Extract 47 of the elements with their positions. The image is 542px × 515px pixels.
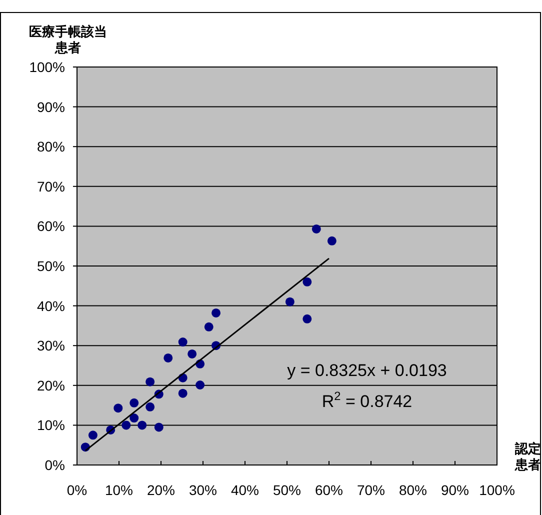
y-tick-label: 90% [36,98,65,115]
x-tick-label: 10% [104,482,134,498]
point [285,297,294,306]
y-tick-label: 80% [36,138,65,155]
x-tick-label: 70% [356,482,386,498]
point [146,377,155,386]
x-tick-label: 50% [272,482,302,498]
point [130,398,139,408]
point [327,236,336,246]
x-tick-label: 80% [398,482,428,498]
point [196,380,205,390]
point [146,402,155,412]
y-tick-label: 60% [36,218,65,234]
y-tick-label: 10% [36,417,65,434]
point [122,420,131,430]
point [178,338,188,347]
point [154,422,164,432]
y-tick-label: 50% [36,258,65,274]
point [302,314,312,324]
point [188,349,197,358]
y-tick-label: 70% [36,178,65,194]
point [204,322,214,332]
point [138,420,147,430]
y-axis-title: 医療手帳該当患者 [29,24,107,55]
annotation: R$^{2}$ = 0.8742 [322,389,412,411]
point [114,404,123,413]
point [178,388,188,398]
y-tick-label: 20% [36,377,65,394]
x-tick-label: 100% [479,482,515,498]
x-tick-label: 40% [230,482,260,498]
x-tick-label: 20% [146,482,176,498]
x-tick-label: 60% [314,482,344,498]
x-axis-title: 認定患者 [514,441,541,472]
y-tick-label: 0% [44,457,65,473]
x-tick-label: 0% [66,482,88,498]
y-tick-label: 100% [29,59,65,75]
x-tick-label: 90% [440,482,470,498]
point [312,224,321,234]
point [302,277,312,286]
annotation: y = 0.8325x + 0.0193 [287,361,447,380]
point [88,430,98,440]
point [164,353,173,362]
y-tick-label: 40% [36,298,65,314]
y-tick-label: 30% [36,338,65,354]
point [130,414,139,423]
x-tick-label: 30% [188,482,218,498]
point [212,308,221,318]
